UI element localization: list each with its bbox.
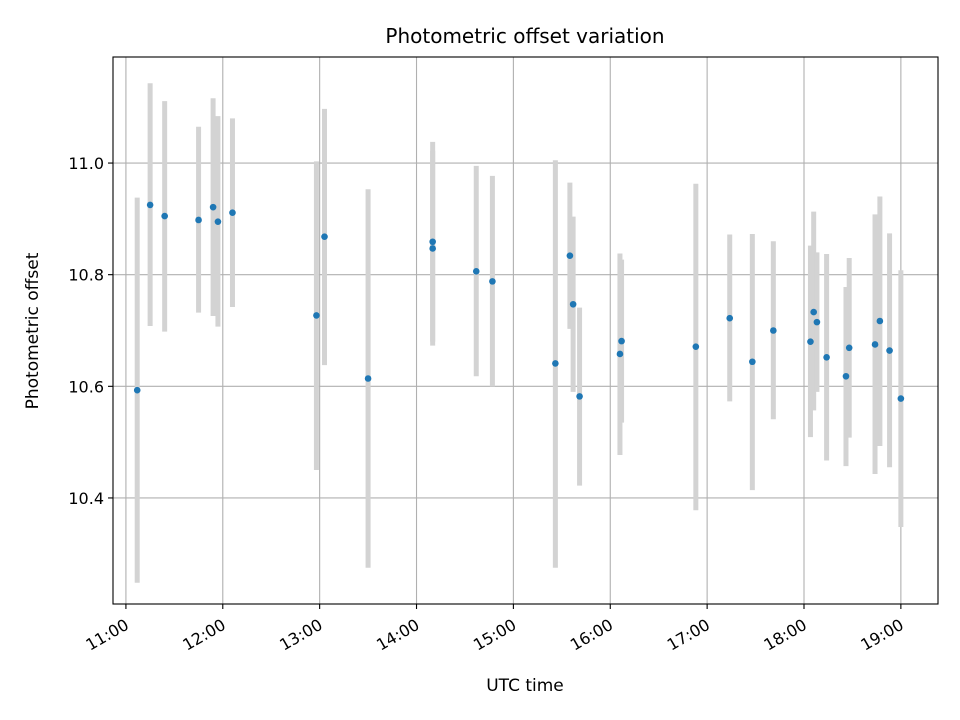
y-tick-label: 10.4 xyxy=(68,489,104,508)
data-point xyxy=(823,353,830,361)
data-point xyxy=(569,300,577,308)
y-tick-label: 10.8 xyxy=(68,266,104,285)
data-point xyxy=(229,209,236,217)
data-point xyxy=(195,216,202,224)
data-point xyxy=(770,327,777,334)
data-point xyxy=(552,360,559,367)
data-point xyxy=(810,308,817,316)
data-point xyxy=(618,337,625,345)
data-point xyxy=(845,344,853,352)
data-point xyxy=(364,375,372,382)
data-point xyxy=(813,318,821,326)
data-point xyxy=(146,201,154,209)
y-tick-label: 11.0 xyxy=(68,154,104,173)
data-point xyxy=(566,252,574,260)
data-point xyxy=(871,341,879,348)
data-points xyxy=(133,201,905,402)
data-point xyxy=(472,268,480,275)
data-point xyxy=(489,278,496,285)
data-point xyxy=(886,347,893,354)
axes-frame xyxy=(112,56,939,605)
data-point xyxy=(726,314,734,322)
y-tick-label: 10.6 xyxy=(68,377,104,396)
data-point xyxy=(576,393,583,400)
y-axis-label: Photometric offset xyxy=(23,252,43,409)
data-point xyxy=(616,350,624,358)
grid xyxy=(113,57,938,604)
data-point xyxy=(161,212,168,220)
data-point xyxy=(692,343,700,350)
data-point xyxy=(749,358,756,366)
data-point xyxy=(429,238,436,246)
data-point xyxy=(313,312,320,319)
data-point xyxy=(897,395,905,402)
data-point xyxy=(133,386,141,394)
data-point xyxy=(807,338,814,345)
data-point xyxy=(214,218,222,225)
x-axis-label: UTC time xyxy=(486,676,564,696)
y-axis-ticks: 10.4 10.6 10.8 11.0 xyxy=(68,154,113,508)
data-point xyxy=(842,372,850,380)
chart-title: Photometric offset variation xyxy=(385,24,664,48)
data-point xyxy=(321,233,328,241)
data-point xyxy=(876,317,884,325)
plot-area xyxy=(113,57,938,604)
data-point xyxy=(209,203,217,211)
data-point xyxy=(429,245,436,252)
